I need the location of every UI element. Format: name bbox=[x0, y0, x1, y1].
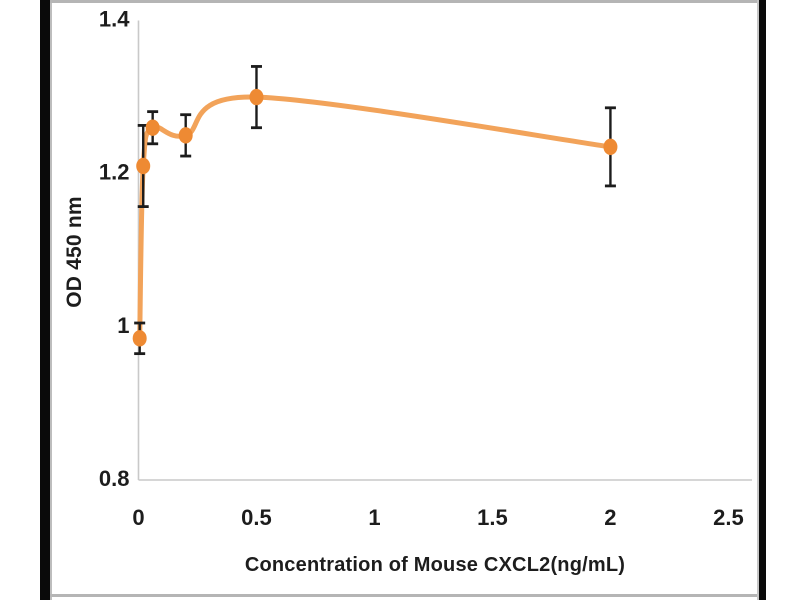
data-point-marker bbox=[178, 127, 193, 144]
series-line bbox=[137, 94, 613, 341]
data-point-marker bbox=[145, 119, 160, 136]
y-tick-label: 1.4 bbox=[99, 7, 130, 32]
data-point-marker bbox=[249, 88, 264, 106]
data-point-marker bbox=[603, 138, 618, 156]
x-tick-label: 2.5 bbox=[713, 505, 744, 530]
x-tick-label: 2 bbox=[604, 505, 616, 530]
x-axis-title: Concentration of Mouse CXCL2(ng/mL) bbox=[244, 554, 626, 576]
x-tick-label: 1.5 bbox=[477, 505, 508, 530]
x-tick-label: 0.5 bbox=[241, 505, 272, 530]
right-black-bar bbox=[757, 0, 766, 600]
y-tick-label: 1 bbox=[117, 313, 129, 338]
y-axis-title: OD 450 nm bbox=[63, 196, 86, 308]
top-edge-line bbox=[50, 0, 757, 3]
x-tick-label: 1 bbox=[368, 505, 380, 530]
y-tick-label: 0.8 bbox=[99, 466, 130, 491]
left-black-bar bbox=[40, 0, 52, 600]
data-point-marker bbox=[132, 330, 147, 347]
x-tick-label: 0 bbox=[132, 505, 144, 530]
y-tick-label: 1.2 bbox=[99, 160, 130, 185]
bottom-edge-line bbox=[50, 594, 757, 597]
data-point-marker bbox=[136, 157, 151, 175]
